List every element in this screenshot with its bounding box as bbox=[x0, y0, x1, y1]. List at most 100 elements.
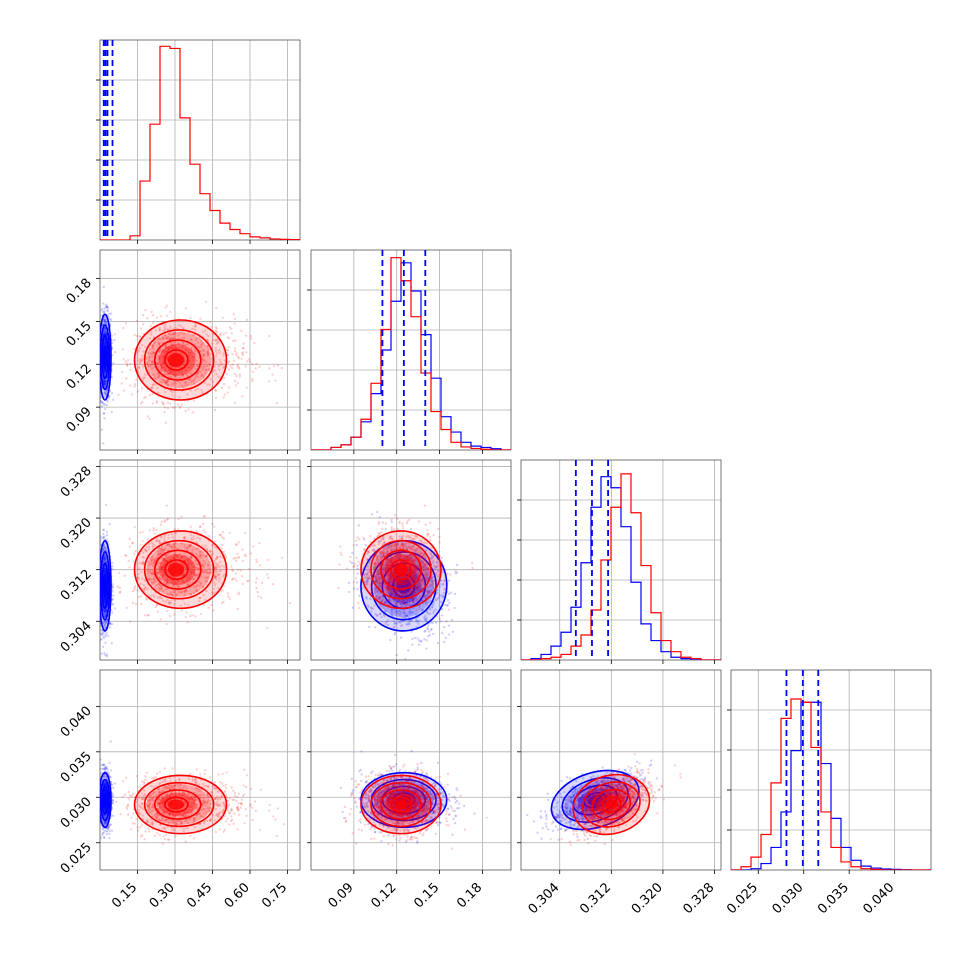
scatter-point bbox=[153, 595, 156, 599]
scatter-point bbox=[192, 355, 195, 359]
scatter-point bbox=[166, 559, 169, 563]
scatter-point bbox=[411, 597, 414, 600]
scatter-point bbox=[173, 374, 177, 377]
scatter-point bbox=[430, 558, 433, 561]
scatter-point bbox=[178, 405, 181, 408]
scatter-point bbox=[157, 366, 160, 369]
scatter-point bbox=[160, 366, 164, 370]
scatter-point bbox=[157, 571, 160, 574]
scatter-point bbox=[102, 528, 105, 531]
scatter-point bbox=[406, 545, 410, 549]
scatter-point bbox=[104, 370, 107, 373]
scatter-point bbox=[328, 586, 330, 588]
scatter-point bbox=[131, 589, 135, 593]
scatter-point bbox=[411, 559, 415, 562]
scatter-point bbox=[104, 613, 107, 617]
scatter-point bbox=[100, 629, 104, 632]
scatter-point bbox=[201, 353, 204, 356]
scatter-point bbox=[96, 381, 98, 383]
scatter-point bbox=[147, 577, 150, 581]
scatter-point bbox=[238, 373, 242, 376]
scatter-point bbox=[237, 555, 241, 559]
scatter-point bbox=[408, 599, 411, 603]
panel-content bbox=[100, 40, 300, 240]
scatter-point bbox=[142, 350, 145, 353]
scatter-point bbox=[227, 386, 231, 389]
scatter-point bbox=[403, 601, 407, 605]
scatter-point bbox=[117, 571, 121, 575]
scatter-point bbox=[186, 575, 190, 579]
scatter-point bbox=[393, 528, 396, 531]
scatter-point bbox=[103, 382, 106, 385]
scatter-point bbox=[410, 597, 414, 600]
scatter-point bbox=[202, 586, 205, 589]
scatter-point bbox=[384, 527, 388, 531]
scatter-point bbox=[118, 586, 122, 589]
scatter-point bbox=[240, 357, 243, 360]
scatter-point bbox=[423, 638, 426, 641]
scatter-point bbox=[173, 546, 177, 549]
scatter-point bbox=[105, 304, 108, 308]
scatter-point bbox=[190, 350, 194, 353]
scatter-point bbox=[104, 601, 107, 605]
scatter-point bbox=[162, 557, 165, 561]
scatter-point bbox=[245, 386, 248, 389]
scatter-point bbox=[202, 353, 206, 356]
scatter-point bbox=[214, 571, 218, 575]
scatter-point bbox=[152, 581, 155, 584]
scatter-point bbox=[102, 403, 105, 407]
scatter-point bbox=[402, 602, 406, 605]
scatter-point bbox=[147, 547, 151, 551]
scatter-point bbox=[426, 611, 429, 614]
scatter-point bbox=[170, 343, 174, 346]
scatter-point bbox=[162, 570, 165, 574]
scatter-point bbox=[388, 592, 391, 595]
scatter-point bbox=[189, 353, 193, 356]
scatter-point bbox=[189, 571, 193, 575]
scatter-point bbox=[105, 538, 108, 541]
scatter-point bbox=[184, 616, 187, 619]
scatter-point bbox=[379, 553, 382, 556]
scatter-point bbox=[140, 570, 143, 574]
scatter-point bbox=[164, 373, 167, 376]
scatter-point bbox=[384, 563, 387, 567]
scatter-point bbox=[414, 559, 418, 562]
scatter-point bbox=[389, 560, 392, 563]
scatter-point bbox=[202, 358, 206, 362]
scatter-point bbox=[103, 570, 106, 574]
panel-content bbox=[96, 285, 284, 445]
scatter-point bbox=[427, 624, 430, 627]
scatter-point bbox=[393, 595, 396, 598]
scatter-point bbox=[395, 653, 398, 657]
scatter-point bbox=[413, 575, 417, 578]
scatter-point bbox=[102, 380, 106, 383]
scatter-point bbox=[172, 583, 176, 587]
scatter-point bbox=[171, 383, 174, 386]
scatter-point bbox=[214, 567, 217, 571]
scatter-point bbox=[103, 569, 107, 572]
scatter-point bbox=[373, 587, 377, 590]
scatter-point bbox=[430, 583, 434, 586]
scatter-point bbox=[216, 562, 220, 566]
scatter-point bbox=[155, 540, 158, 543]
scatter-point bbox=[222, 600, 225, 604]
scatter-point bbox=[181, 372, 184, 376]
scatter-point bbox=[217, 364, 221, 368]
scatter-point bbox=[214, 574, 217, 577]
scatter-point bbox=[398, 599, 401, 603]
scatter-point bbox=[199, 343, 203, 347]
scatter-point bbox=[181, 579, 185, 582]
scatter-point bbox=[188, 372, 191, 375]
scatter-point bbox=[161, 334, 164, 338]
scatter-point bbox=[192, 365, 196, 368]
scatter-point bbox=[110, 376, 114, 379]
scatter-point bbox=[102, 636, 106, 640]
scatter-point bbox=[219, 363, 223, 366]
scatter-point bbox=[215, 563, 218, 567]
scatter-point bbox=[381, 598, 384, 601]
scatter-point bbox=[160, 597, 164, 600]
scatter-point bbox=[166, 337, 169, 341]
scatter-point bbox=[399, 602, 402, 606]
scatter-point bbox=[350, 561, 354, 565]
scatter-point bbox=[399, 585, 402, 589]
